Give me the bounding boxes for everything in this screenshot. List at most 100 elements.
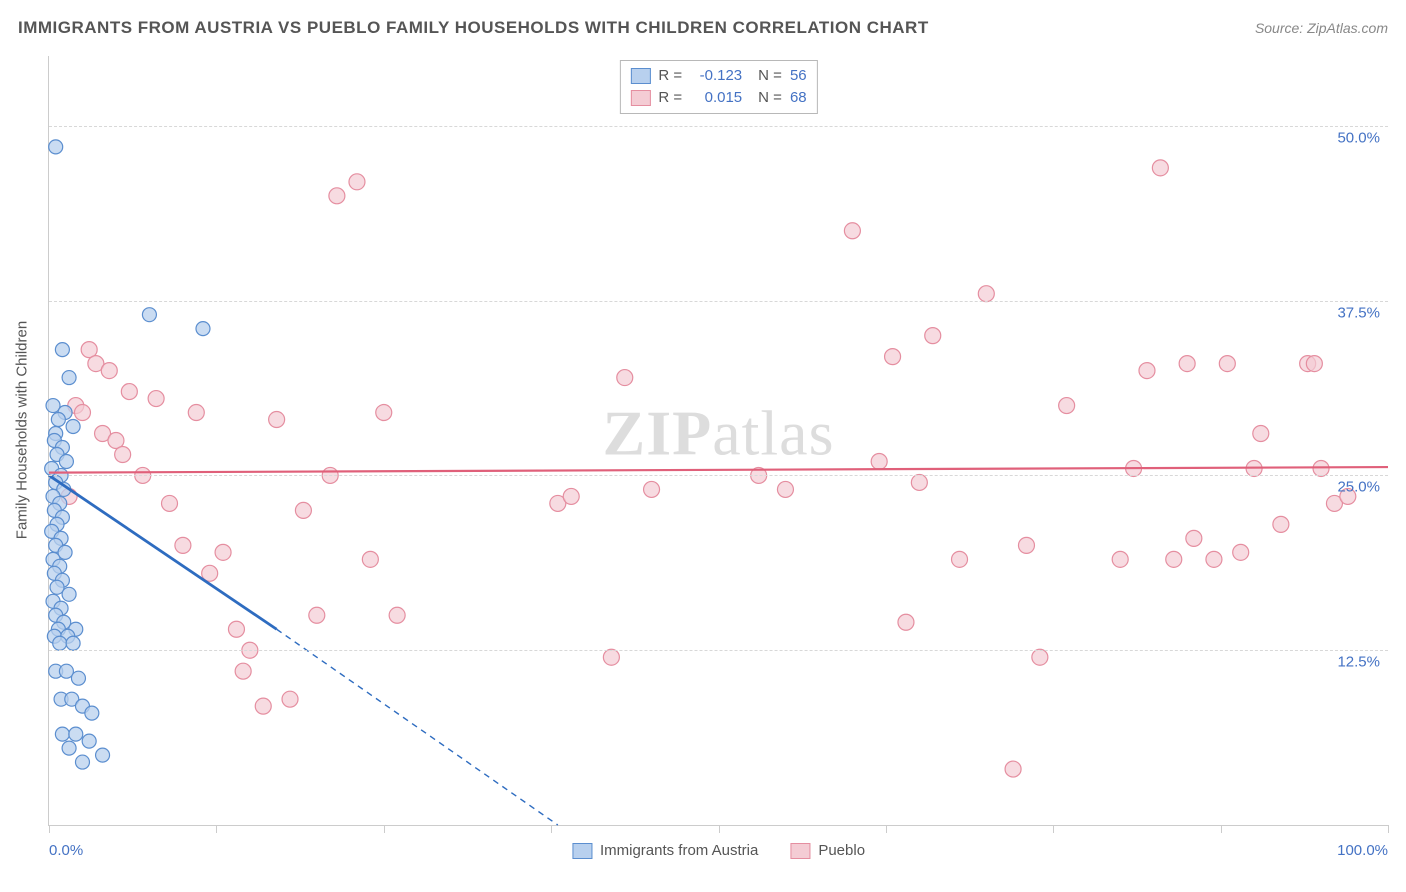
data-point-austria (53, 636, 67, 650)
swatch-austria-icon (572, 843, 592, 859)
data-point-pueblo (362, 551, 378, 567)
plot-area: ZIPatlas R = -0.123 N = 56 R = 0.015 N =… (48, 56, 1388, 826)
data-point-pueblo (1186, 530, 1202, 546)
y-tick-label: 12.5% (1337, 654, 1380, 671)
series-legend: Immigrants from Austria Pueblo (572, 842, 865, 859)
data-point-austria (69, 727, 83, 741)
data-point-austria (62, 587, 76, 601)
data-point-pueblo (295, 502, 311, 518)
x-tick (551, 825, 552, 833)
data-point-pueblo (376, 405, 392, 421)
x-tick (49, 825, 50, 833)
legend-item-austria: Immigrants from Austria (572, 842, 758, 859)
data-point-pueblo (115, 446, 131, 462)
grid-line-h (49, 475, 1388, 476)
x-tick (886, 825, 887, 833)
data-point-austria (49, 140, 63, 154)
data-point-pueblo (235, 663, 251, 679)
data-point-austria (62, 741, 76, 755)
data-point-pueblo (389, 607, 405, 623)
data-point-pueblo (282, 691, 298, 707)
data-point-pueblo (898, 614, 914, 630)
grid-line-h (49, 301, 1388, 302)
x-tick-label: 100.0% (1337, 842, 1388, 859)
data-point-pueblo (617, 370, 633, 386)
data-point-austria (55, 343, 69, 357)
x-tick (1221, 825, 1222, 833)
x-tick (216, 825, 217, 833)
data-point-pueblo (255, 698, 271, 714)
y-tick-label: 25.0% (1337, 479, 1380, 496)
data-point-pueblo (1032, 649, 1048, 665)
data-point-pueblo (603, 649, 619, 665)
data-point-pueblo (1253, 426, 1269, 442)
data-point-pueblo (1306, 356, 1322, 372)
scatter-svg (49, 56, 1388, 825)
data-point-pueblo (1166, 551, 1182, 567)
data-point-pueblo (1018, 537, 1034, 553)
data-point-austria (59, 454, 73, 468)
data-point-pueblo (1273, 516, 1289, 532)
legend-item-pueblo: Pueblo (790, 842, 865, 859)
data-point-pueblo (1059, 398, 1075, 414)
grid-line-h (49, 650, 1388, 651)
y-axis-title: Family Households with Children (14, 321, 31, 539)
x-tick (1388, 825, 1389, 833)
data-point-austria (82, 734, 96, 748)
data-point-austria (55, 727, 69, 741)
data-point-pueblo (215, 544, 231, 560)
data-point-pueblo (925, 328, 941, 344)
data-point-austria (75, 755, 89, 769)
data-point-pueblo (1005, 761, 1021, 777)
regression-line (277, 629, 558, 825)
data-point-pueblo (349, 174, 365, 190)
data-point-austria (85, 706, 99, 720)
regression-line (49, 467, 1388, 473)
data-point-austria (66, 420, 80, 434)
chart-title: IMMIGRANTS FROM AUSTRIA VS PUEBLO FAMILY… (18, 18, 929, 38)
data-point-pueblo (952, 551, 968, 567)
x-tick (719, 825, 720, 833)
data-point-pueblo (148, 391, 164, 407)
data-point-austria (196, 322, 210, 336)
data-point-austria (71, 671, 85, 685)
data-point-pueblo (885, 349, 901, 365)
data-point-pueblo (1112, 551, 1128, 567)
data-point-pueblo (101, 363, 117, 379)
data-point-pueblo (563, 488, 579, 504)
legend-label-pueblo: Pueblo (818, 842, 865, 859)
data-point-pueblo (1206, 551, 1222, 567)
data-point-pueblo (1179, 356, 1195, 372)
data-point-austria (142, 308, 156, 322)
data-point-pueblo (175, 537, 191, 553)
data-point-pueblo (1139, 363, 1155, 379)
data-point-pueblo (162, 495, 178, 511)
data-point-pueblo (269, 412, 285, 428)
data-point-austria (62, 371, 76, 385)
data-point-pueblo (329, 188, 345, 204)
data-point-austria (51, 413, 65, 427)
grid-line-h (49, 126, 1388, 127)
y-tick-label: 37.5% (1337, 304, 1380, 321)
y-tick-label: 50.0% (1337, 129, 1380, 146)
source-label: Source: ZipAtlas.com (1255, 20, 1388, 36)
data-point-pueblo (777, 481, 793, 497)
data-point-pueblo (844, 223, 860, 239)
legend-label-austria: Immigrants from Austria (600, 842, 758, 859)
data-point-pueblo (871, 453, 887, 469)
data-point-pueblo (228, 621, 244, 637)
data-point-pueblo (911, 474, 927, 490)
x-tick-label: 0.0% (49, 842, 83, 859)
data-point-austria (96, 748, 110, 762)
data-point-pueblo (978, 286, 994, 302)
data-point-pueblo (74, 405, 90, 421)
data-point-pueblo (1152, 160, 1168, 176)
x-tick (1053, 825, 1054, 833)
swatch-pueblo-icon (790, 843, 810, 859)
data-point-pueblo (1219, 356, 1235, 372)
x-tick (384, 825, 385, 833)
data-point-pueblo (121, 384, 137, 400)
data-point-pueblo (644, 481, 660, 497)
data-point-austria (66, 636, 80, 650)
data-point-pueblo (309, 607, 325, 623)
